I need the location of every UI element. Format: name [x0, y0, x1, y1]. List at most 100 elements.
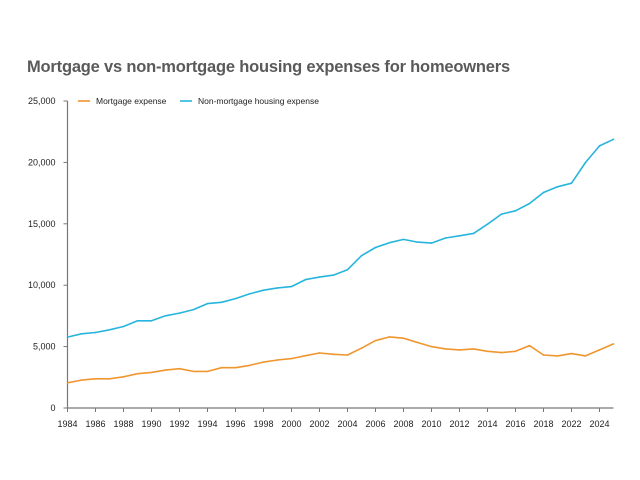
data-point — [94, 377, 97, 380]
data-point — [584, 161, 587, 164]
x-tick-label: 1988 — [113, 419, 133, 429]
data-point — [556, 186, 559, 188]
data-point — [444, 348, 447, 350]
x-tick-label: 2008 — [393, 419, 413, 429]
data-point — [542, 191, 545, 194]
x-tick-label: 1986 — [85, 419, 105, 429]
x-tick-label: 2014 — [477, 419, 497, 429]
data-point — [164, 369, 167, 371]
data-point — [612, 343, 615, 345]
data-point — [514, 350, 517, 353]
data-point — [80, 333, 83, 335]
data-point — [556, 355, 559, 357]
data-point — [584, 355, 587, 357]
data-point — [304, 354, 307, 357]
y-tick-label: 20,000 — [28, 157, 56, 167]
y-tick-label: 15,000 — [28, 219, 56, 229]
data-point — [164, 314, 167, 317]
data-point — [276, 359, 279, 361]
data-point — [388, 241, 391, 244]
data-point — [122, 376, 125, 378]
data-point — [346, 354, 349, 356]
data-point — [206, 370, 209, 373]
data-point — [318, 352, 321, 354]
data-point — [290, 285, 293, 288]
x-tick-label: 1994 — [197, 419, 217, 429]
series-line-mortgage — [67, 336, 614, 384]
data-point — [458, 235, 461, 237]
x-tick-label: 1990 — [141, 419, 161, 429]
x-tick-label: 2018 — [533, 419, 553, 429]
data-point — [248, 364, 251, 367]
data-point — [388, 336, 391, 338]
data-point — [178, 367, 181, 370]
data-point — [374, 339, 377, 342]
data-point — [276, 287, 279, 289]
data-point — [598, 349, 601, 351]
data-point — [416, 241, 419, 243]
data-point — [570, 182, 573, 184]
data-point — [234, 366, 237, 369]
data-point — [332, 353, 335, 356]
data-point — [206, 302, 209, 305]
data-point — [122, 325, 125, 328]
data-point — [430, 345, 433, 348]
x-tick-label: 2004 — [337, 419, 357, 429]
data-point — [318, 276, 321, 278]
x-tick-label: 1984 — [57, 419, 77, 429]
legend-label: Non-mortgage housing expense — [198, 96, 319, 106]
series-line-non-mortgage — [67, 138, 614, 338]
legend-label: Mortgage expense — [96, 96, 167, 106]
data-point — [528, 202, 531, 205]
data-point — [402, 238, 405, 241]
data-point — [486, 223, 489, 225]
data-point — [528, 344, 531, 347]
data-point — [500, 351, 503, 354]
x-tick-label: 1998 — [253, 419, 273, 429]
data-point — [66, 382, 69, 384]
x-tick-label: 2002 — [309, 419, 329, 429]
data-point — [248, 293, 251, 295]
data-point — [136, 372, 139, 375]
data-point — [304, 278, 307, 281]
x-tick-label: 1992 — [169, 419, 189, 429]
data-point — [192, 370, 195, 373]
data-point — [220, 301, 223, 304]
data-point — [332, 274, 335, 276]
data-point — [136, 320, 139, 322]
data-point — [444, 237, 447, 239]
x-tick-label: 2022 — [561, 419, 581, 429]
data-point — [150, 320, 153, 322]
data-point — [570, 352, 573, 355]
data-point — [430, 242, 433, 244]
x-tick-label: 2000 — [281, 419, 301, 429]
data-point — [346, 268, 349, 271]
y-tick-label: 5,000 — [33, 342, 56, 352]
x-tick-label: 2016 — [505, 419, 525, 429]
data-point — [262, 289, 265, 292]
x-tick-label: 2006 — [365, 419, 385, 429]
x-tick-label: 2024 — [589, 419, 609, 429]
data-point — [472, 348, 475, 350]
data-point — [486, 350, 489, 353]
data-point — [178, 312, 181, 314]
data-point — [402, 337, 405, 340]
y-tick-label: 10,000 — [28, 280, 56, 290]
data-point — [360, 254, 363, 257]
data-point — [150, 371, 153, 374]
data-point — [598, 145, 601, 147]
data-point — [416, 341, 419, 344]
x-tick-label: 2012 — [449, 419, 469, 429]
data-point — [234, 297, 237, 300]
data-point — [514, 209, 517, 212]
data-point — [220, 366, 223, 369]
y-tick-label: 0 — [50, 403, 55, 413]
data-point — [80, 379, 83, 381]
data-point — [94, 331, 97, 334]
chart-title: Mortgage vs non-mortgage housing expense… — [27, 58, 510, 76]
data-point — [66, 336, 69, 338]
data-point — [472, 232, 475, 235]
data-point — [374, 246, 377, 249]
y-tick-label: 25,000 — [28, 96, 56, 106]
